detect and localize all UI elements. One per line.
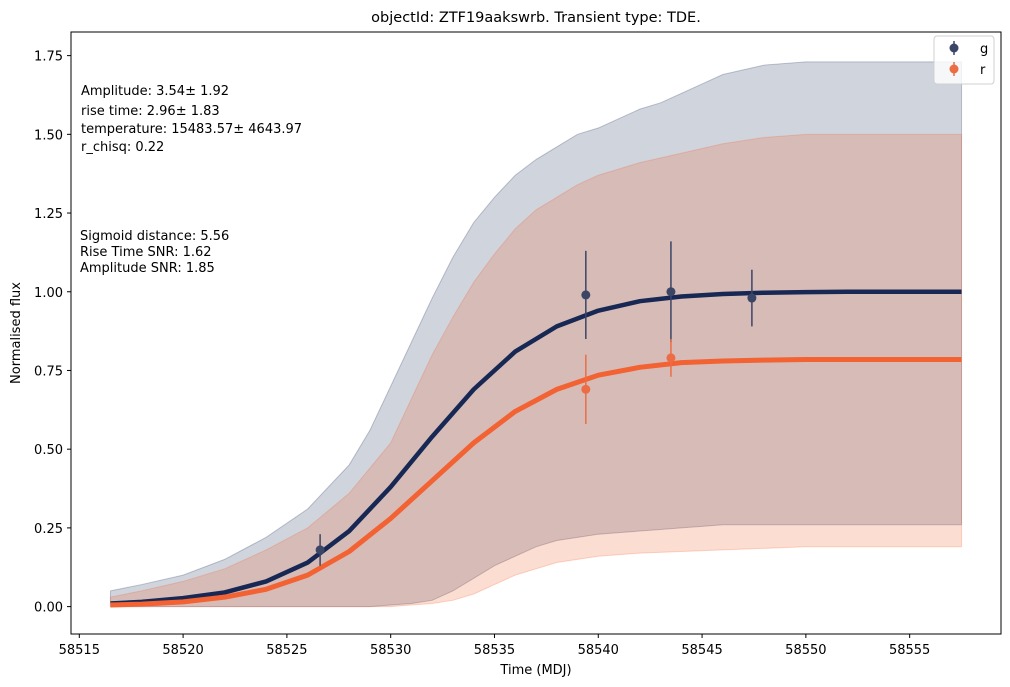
confidence-bands — [109, 61, 963, 608]
annotation-amplitude-snr: Amplitude SNR: 1.85 — [80, 261, 215, 276]
x-tick-label: 58540 — [578, 643, 619, 658]
x-tick-label: 58530 — [370, 643, 411, 658]
legend-g-marker — [949, 43, 959, 53]
confidence-band-r — [109, 133, 963, 608]
annotation-rise-time: rise time: 2.96± 1.83 — [81, 104, 220, 119]
annotation-r-chisq: r_chisq: 0.22 — [81, 140, 164, 155]
fit-curves — [110, 289, 962, 608]
x-axis-ticks: 58515 58520 58525 58530 58535 58540 58545 58550… — [59, 634, 930, 658]
data-points — [315, 241, 757, 566]
fit-annotations: Amplitude: 3.54± 1.92 rise time: 2.96± 1… — [80, 84, 302, 276]
y-tick-label: 0.50 — [34, 443, 63, 458]
annotation-temperature: temperature: 15483.57± 4643.97 — [81, 122, 302, 137]
data-point-g-2 — [666, 287, 676, 297]
fit-curve-g — [110, 289, 962, 606]
x-tick-label: 58545 — [681, 643, 722, 658]
data-point-g-0 — [315, 545, 325, 555]
confidence-band-g — [109, 61, 963, 608]
x-tick-label: 58525 — [266, 643, 307, 658]
legend-g-label: g — [980, 42, 988, 57]
legend-item-r: r — [949, 62, 986, 78]
y-axis-label: Normalised flux — [9, 282, 24, 384]
data-point-r-1 — [666, 353, 676, 363]
legend-r-label: r — [980, 63, 986, 78]
plot-frame — [70, 31, 1002, 635]
y-tick-label: 0.00 — [34, 601, 63, 616]
legend-box — [933, 35, 995, 85]
data-point-g-3 — [747, 293, 757, 303]
y-tick-label: 0.25 — [34, 522, 63, 537]
x-tick-label: 58520 — [162, 643, 203, 658]
y-tick-label: 1.50 — [34, 128, 63, 143]
legend: g r — [933, 35, 995, 85]
y-tick-label: 1.00 — [34, 286, 63, 301]
data-point-r-0 — [581, 384, 591, 394]
y-tick-label: 0.75 — [34, 364, 63, 379]
x-axis-label: Time (MDJ) — [499, 663, 571, 678]
x-tick-label: 58535 — [474, 643, 515, 658]
x-tick-label: 58550 — [785, 643, 826, 658]
x-tick-label: 58555 — [889, 643, 930, 658]
chart-title: objectId: ZTF19aakswrb. Transient type: … — [371, 10, 701, 26]
data-point-g-1 — [581, 290, 591, 300]
annotation-rise-time-snr: Rise Time SNR: 1.62 — [80, 245, 212, 260]
x-tick-label: 58515 — [59, 643, 100, 658]
annotation-sigmoid-distance: Sigmoid distance: 5.56 — [80, 229, 229, 244]
legend-r-marker — [949, 64, 959, 74]
y-tick-label: 1.25 — [34, 207, 63, 222]
legend-item-g: g — [949, 41, 988, 57]
annotation-amplitude: Amplitude: 3.54± 1.92 — [81, 84, 229, 99]
y-axis-ticks: 0.00 0.25 0.50 0.75 1.00 1.25 1.50 1.75 — [34, 50, 71, 616]
y-tick-label: 1.75 — [34, 50, 63, 65]
fit-curve-r — [110, 356, 962, 608]
